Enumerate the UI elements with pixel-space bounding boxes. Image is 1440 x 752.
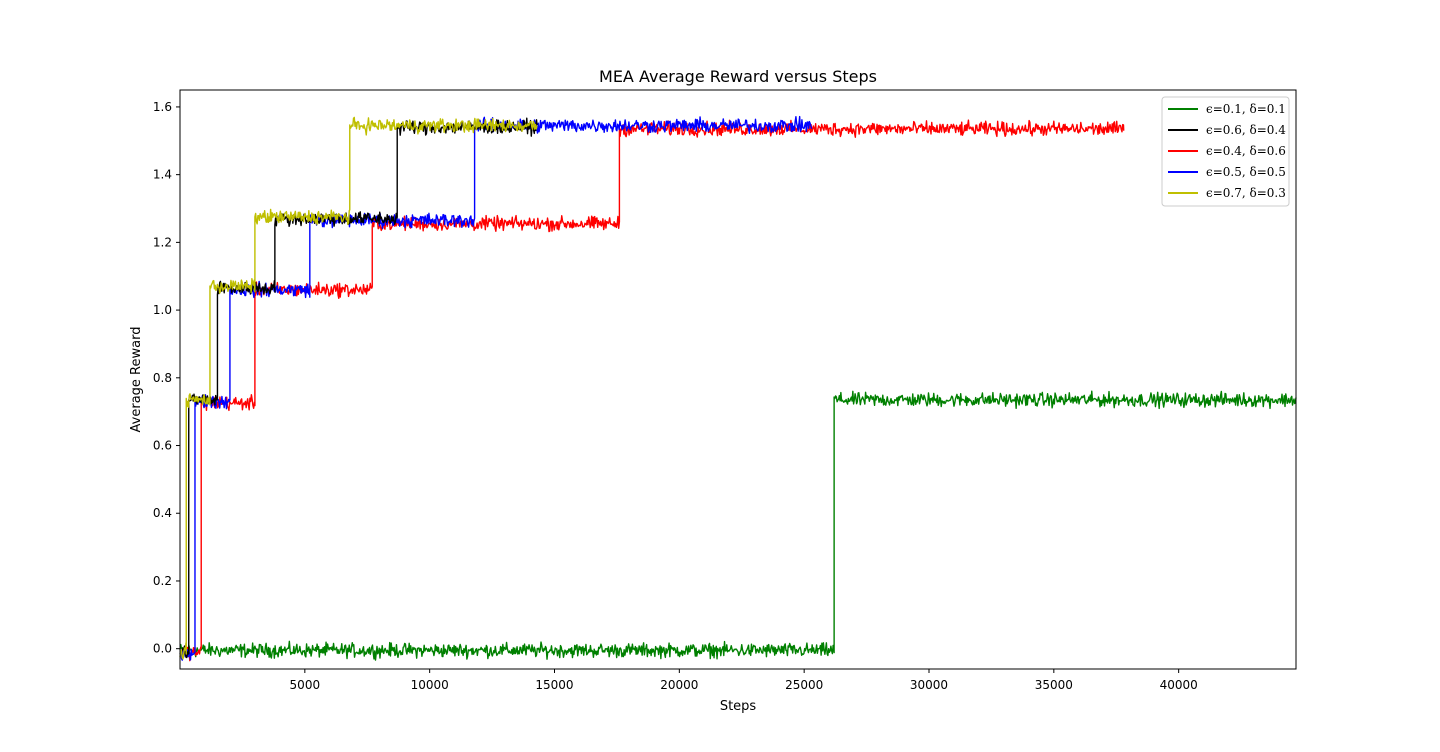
y-tick-label: 0.2: [153, 574, 172, 588]
y-tick-label: 1.6: [153, 100, 172, 114]
x-axis-label: Steps: [720, 699, 757, 714]
x-tick-label: 35000: [1035, 678, 1073, 692]
y-tick-label: 0.4: [153, 506, 172, 520]
series-line-4: [179, 116, 538, 660]
y-axis: 0.0 0.2 0.4 0.6 0.8 1.0 1.2 1.4 1.6: [153, 100, 180, 656]
x-tick-label: 40000: [1160, 678, 1198, 692]
y-tick-label: 1.4: [153, 168, 172, 182]
y-tick-label: 0.6: [153, 439, 172, 453]
series-line-0: [179, 390, 1297, 661]
x-axis: 5000 10000 15000 20000 25000 30000 35000 40000: [290, 669, 1198, 692]
legend: ϵ=0.1, δ=0.1 ϵ=0.6, δ=0.4 ϵ=0.4, δ=0.6 ϵ=0.…: [1161, 96, 1290, 207]
legend-label: ϵ=0.7, δ=0.3: [1206, 186, 1286, 200]
axes-frame: [179, 89, 1297, 670]
y-axis-label: Average Reward: [129, 327, 144, 433]
x-tick-label: 5000: [290, 678, 321, 692]
x-tick-label: 20000: [660, 678, 698, 692]
x-tick-label: 10000: [411, 678, 449, 692]
x-tick-label: 30000: [910, 678, 948, 692]
x-tick-label: 25000: [785, 678, 823, 692]
legend-label: ϵ=0.6, δ=0.4: [1206, 123, 1286, 137]
plot-area: [179, 115, 1297, 662]
chart-title: MEA Average Reward versus Steps: [599, 67, 877, 86]
y-tick-label: 0.0: [153, 642, 172, 656]
legend-label: ϵ=0.5, δ=0.5: [1206, 165, 1286, 179]
x-tick-label: 15000: [535, 678, 573, 692]
legend-box: [1161, 96, 1290, 207]
y-tick-label: 0.8: [153, 371, 172, 385]
y-tick-label: 1.2: [153, 235, 172, 249]
y-tick-label: 1.0: [153, 303, 172, 317]
legend-label: ϵ=0.1, δ=0.1: [1206, 102, 1286, 116]
legend-label: ϵ=0.4, δ=0.6: [1206, 144, 1286, 158]
